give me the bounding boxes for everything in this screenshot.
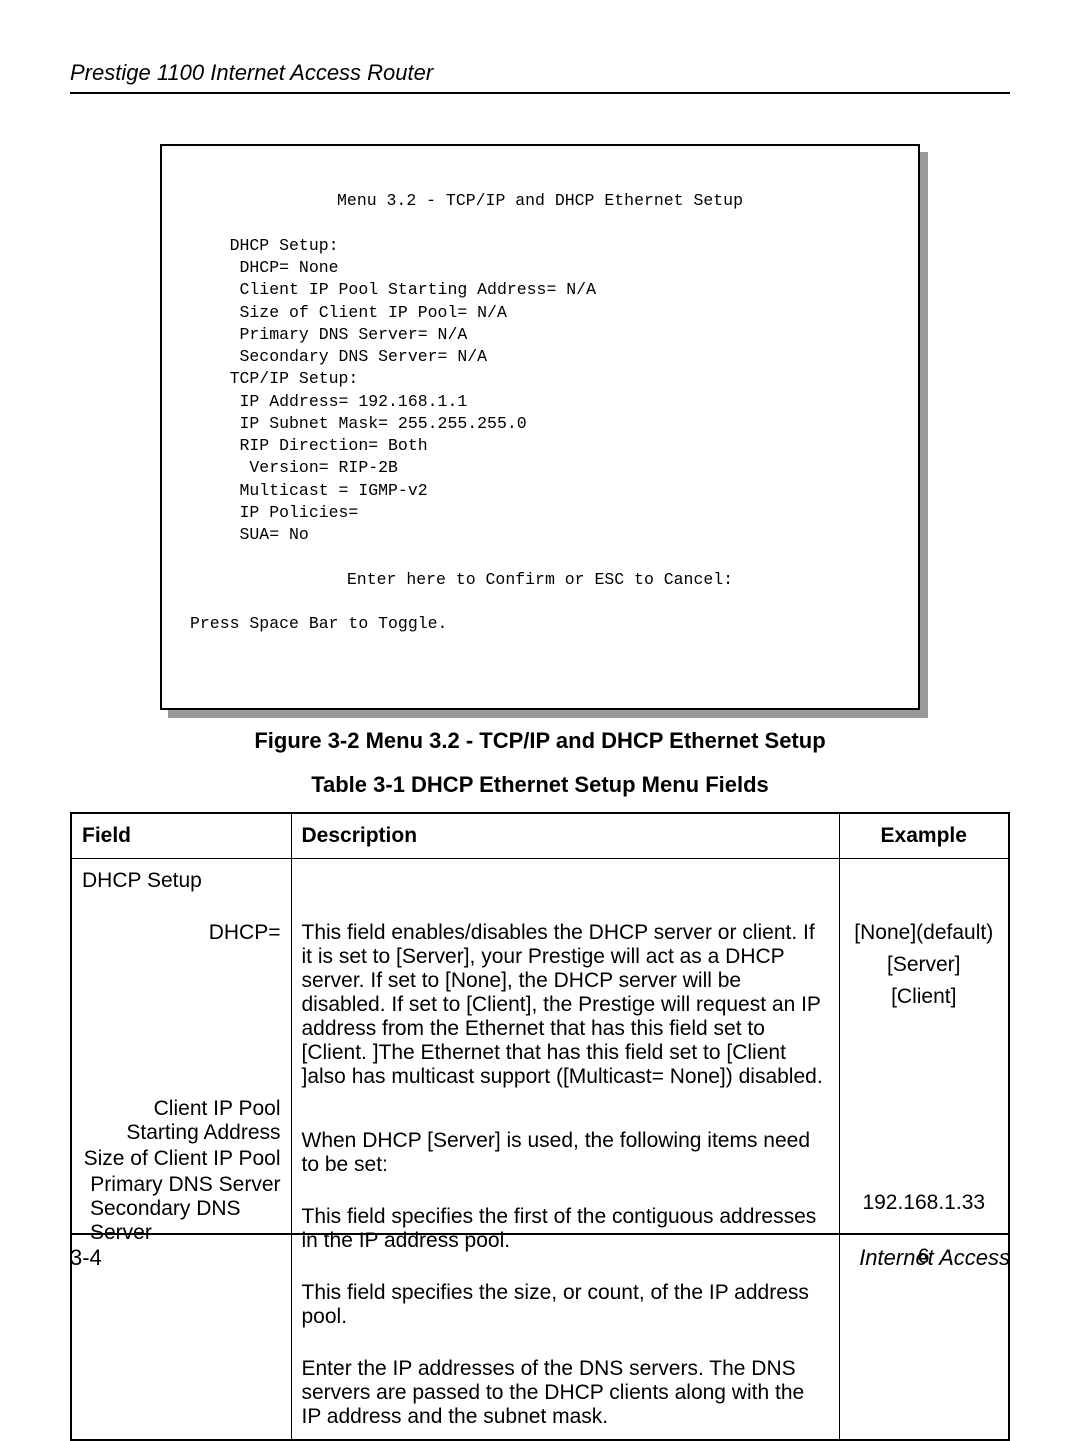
example-dhcp-client: [Client] — [850, 985, 999, 1009]
description-cell: This field enables/disables the DHCP ser… — [291, 858, 839, 1440]
example-dhcp-none: [None](default) — [850, 921, 999, 945]
desc-pool-size: This field specifies the size, or count,… — [302, 1281, 829, 1329]
terminal-confirm-line: Enter here to Confirm or ESC to Cancel: — [190, 569, 890, 591]
example-client-pool-start: 192.168.1.33 — [850, 1191, 999, 1215]
terminal-line: Version= RIP-2B — [190, 458, 398, 477]
figure-caption: Figure 3-2 Menu 3.2 - TCP/IP and DHCP Et… — [70, 728, 1010, 754]
page-footer: 3-4 Internet Access — [70, 1233, 1010, 1271]
terminal-line: TCP/IP Setup: — [190, 369, 358, 388]
table-row: DHCP Setup DHCP= Client IP Pool Starting… — [71, 858, 1009, 1440]
desc-when-server: When DHCP [Server] is used, the followin… — [302, 1129, 829, 1177]
terminal-line: DHCP= None — [190, 258, 339, 277]
footer-page-number: 3-4 — [70, 1245, 102, 1271]
table-header-field: Field — [71, 813, 291, 859]
field-label-dhcp: DHCP= — [82, 921, 281, 945]
footer-section: Internet Access — [859, 1245, 1010, 1271]
terminal-line: SUA= No — [190, 525, 309, 544]
terminal-line: Multicast = IGMP-v2 — [190, 481, 428, 500]
example-dhcp-server: [Server] — [850, 953, 999, 977]
field-label-dhcp-setup: DHCP Setup — [82, 869, 281, 893]
table-header-row: Field Description Example — [71, 813, 1009, 859]
field-label-pool-size: Size of Client IP Pool — [82, 1147, 281, 1171]
table-caption: Table 3-1 DHCP Ethernet Setup Menu Field… — [70, 772, 1010, 798]
table-header-example: Example — [839, 813, 1009, 859]
example-cell: [None](default) [Server] [Client] 192.16… — [839, 858, 1009, 1440]
terminal-line: DHCP Setup: — [190, 236, 339, 255]
terminal-screenshot: Menu 3.2 - TCP/IP and DHCP Ethernet Setu… — [160, 144, 920, 710]
fields-table: Field Description Example DHCP Setup DHC… — [70, 812, 1010, 1441]
table-header-description: Description — [291, 813, 839, 859]
terminal-line: Client IP Pool Starting Address= N/A — [190, 280, 596, 299]
terminal-line: Primary DNS Server= N/A — [190, 325, 467, 344]
field-label-client-pool-start: Client IP Pool Starting Address — [82, 1097, 281, 1145]
terminal-box: Menu 3.2 - TCP/IP and DHCP Ethernet Setu… — [160, 144, 920, 710]
terminal-line: RIP Direction= Both — [190, 436, 428, 455]
desc-spacer — [302, 869, 829, 893]
terminal-line: Secondary DNS Server= N/A — [190, 347, 487, 366]
terminal-line: IP Address= 192.168.1.1 — [190, 392, 467, 411]
terminal-line: IP Policies= — [190, 503, 358, 522]
terminal-line: Size of Client IP Pool= N/A — [190, 303, 507, 322]
page-header-title: Prestige 1100 Internet Access Router — [70, 60, 1010, 94]
example-spacer — [850, 869, 999, 893]
field-cell: DHCP Setup DHCP= Client IP Pool Starting… — [71, 858, 291, 1440]
desc-dhcp: This field enables/disables the DHCP ser… — [302, 921, 829, 1089]
desc-dns: Enter the IP addresses of the DNS server… — [302, 1357, 829, 1429]
terminal-toggle-line: Press Space Bar to Toggle. — [190, 614, 447, 633]
terminal-line: IP Subnet Mask= 255.255.255.0 — [190, 414, 527, 433]
terminal-menu-title: Menu 3.2 - TCP/IP and DHCP Ethernet Setu… — [190, 190, 890, 212]
field-label-primary-dns: Primary DNS Server — [82, 1173, 281, 1197]
